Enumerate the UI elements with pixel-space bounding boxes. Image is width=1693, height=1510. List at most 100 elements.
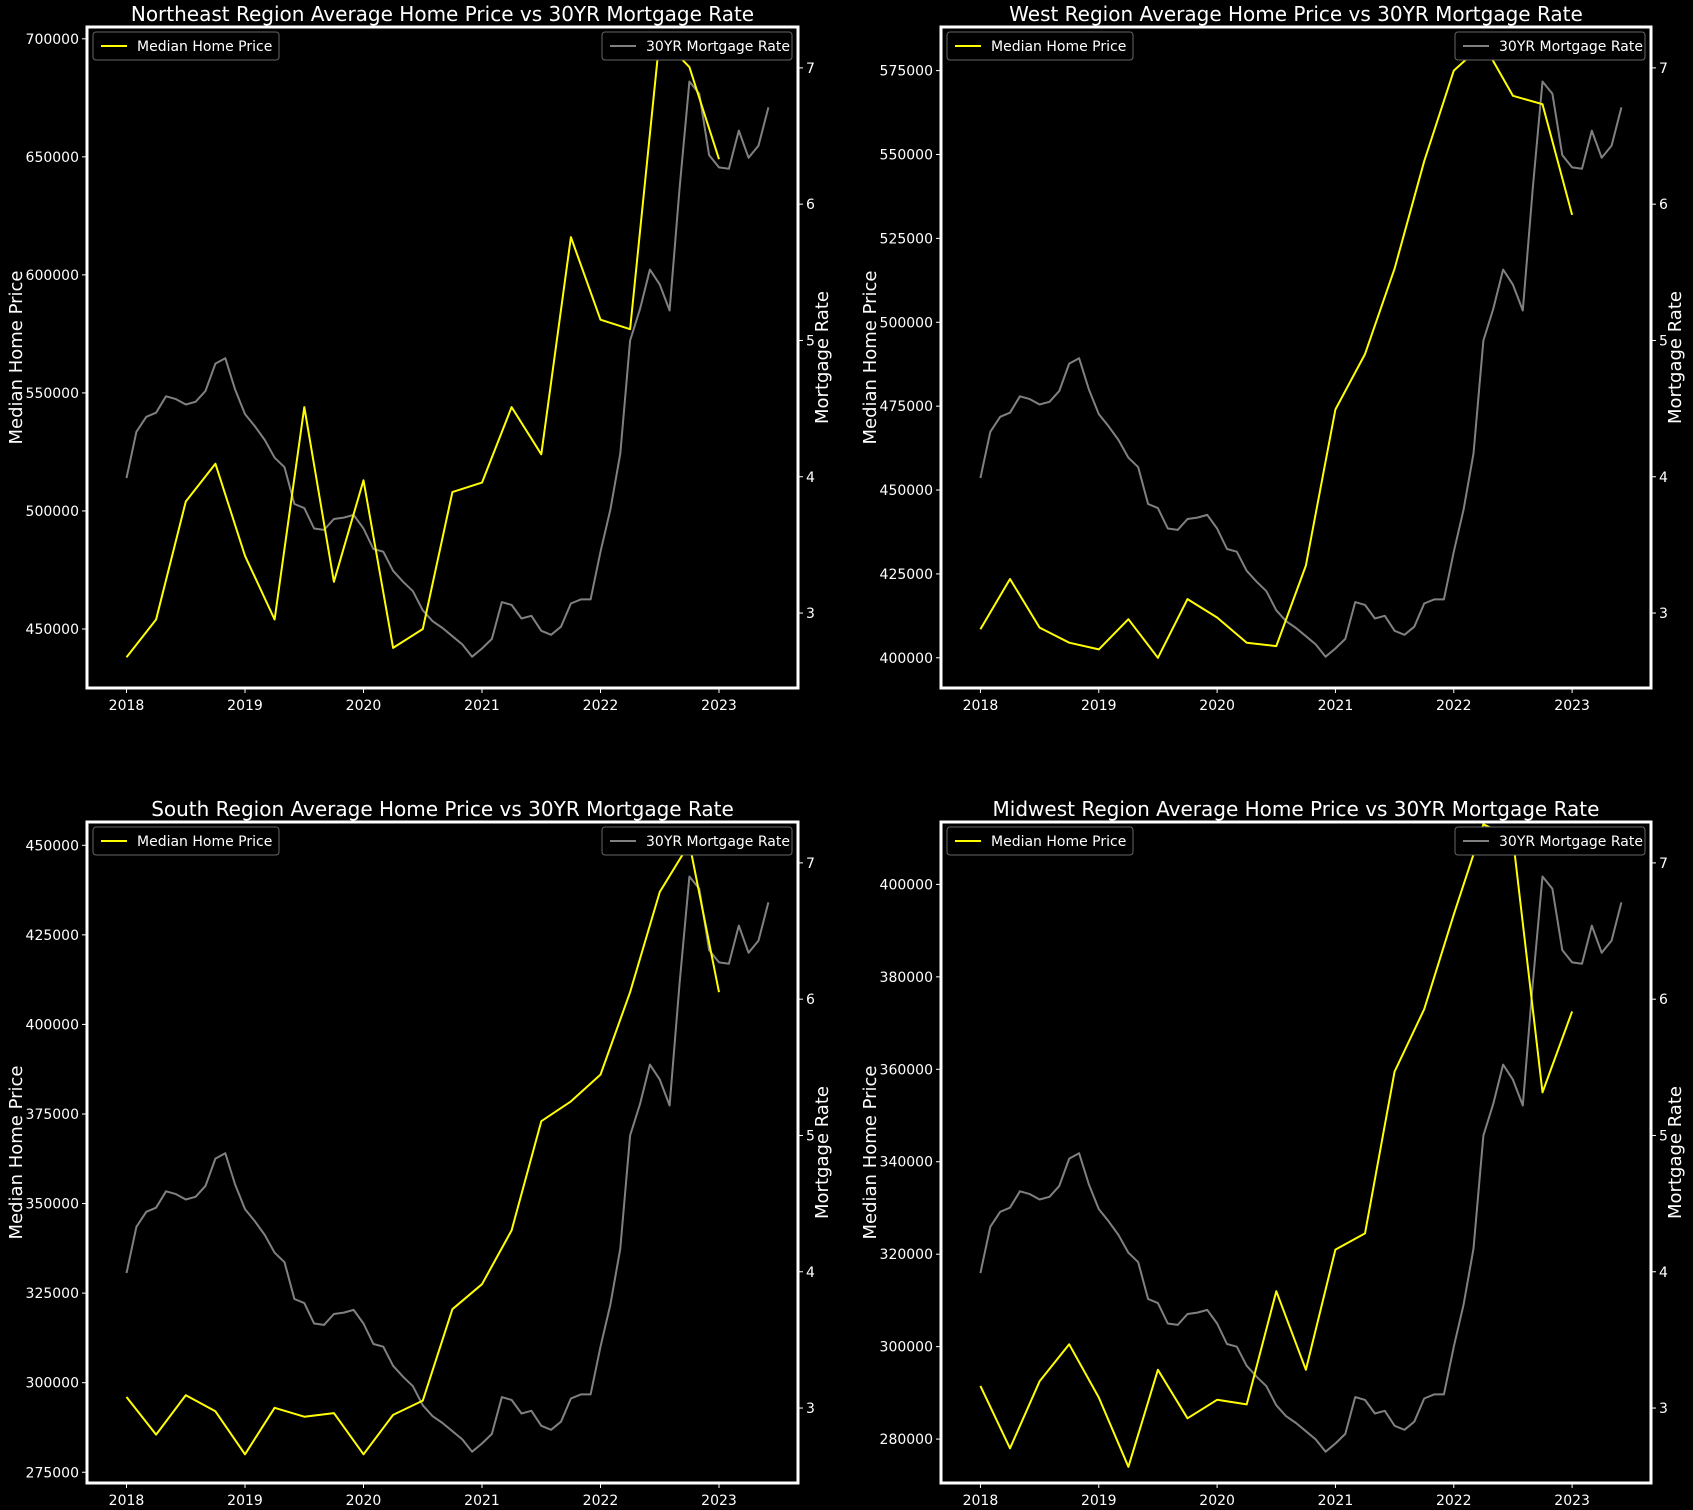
y-tick-label: 550000 <box>880 148 933 164</box>
y-axis-label: Median Home Price <box>6 1066 27 1240</box>
x-tick-label: 2019 <box>227 698 263 714</box>
plot-frame <box>85 25 800 690</box>
x-tick-label: 2022 <box>1436 698 1472 714</box>
y2-tick-label: 5 <box>1659 333 1668 349</box>
y-tick-label: 475000 <box>880 399 933 415</box>
x-tick-label: 2020 <box>1199 1493 1235 1509</box>
legend-box <box>946 31 1134 61</box>
chart-title: West Region Average Home Price vs 30YR M… <box>1009 2 1583 26</box>
y2-tick-label: 3 <box>806 1401 815 1417</box>
y-tick-label: 340000 <box>880 1155 933 1171</box>
chart-panel-2: West Region Average Home Price vs 30YR M… <box>860 2 1686 714</box>
y-axis-label: Median Home Price <box>6 271 27 445</box>
y-tick-label: 280000 <box>880 1432 933 1448</box>
y2-tick-label: 4 <box>806 470 815 486</box>
x-tick-label: 2021 <box>1318 1493 1354 1509</box>
x-tick-label: 2022 <box>583 1493 619 1509</box>
legend-median-price: Median Home Price <box>946 31 1134 61</box>
chart-title: Midwest Region Average Home Price vs 30Y… <box>993 797 1600 821</box>
y-tick-label: 380000 <box>880 970 933 986</box>
legend-mortgage-rate: 30YR Mortgage Rate <box>1454 31 1646 61</box>
legend-box <box>1454 31 1646 61</box>
mortgage-rate-line <box>979 875 1623 1453</box>
y-tick-label: 400000 <box>880 651 933 667</box>
y2-tick-label: 7 <box>1659 61 1668 77</box>
x-tick-label: 2020 <box>346 1493 382 1509</box>
y2-tick-label: 6 <box>1659 992 1668 1008</box>
median-price-line <box>125 842 720 1456</box>
y-tick-label: 500000 <box>26 504 79 520</box>
x-tick-label: 2023 <box>701 1493 737 1509</box>
plot-frame <box>939 820 1653 1485</box>
x-tick-label: 2019 <box>1081 698 1117 714</box>
legend-label: Median Home Price <box>991 39 1126 55</box>
legend-median-price: Median Home Price <box>946 826 1134 856</box>
y-tick-label: 325000 <box>26 1286 79 1302</box>
y-tick-label: 650000 <box>26 150 79 166</box>
x-tick-label: 2019 <box>227 1493 263 1509</box>
y-tick-label: 500000 <box>880 315 933 331</box>
y-tick-label: 450000 <box>26 622 79 638</box>
legend-label: 30YR Mortgage Rate <box>1499 39 1643 55</box>
mortgage-rate-line <box>125 875 770 1453</box>
y2-axis-label: Mortgage Rate <box>1665 1086 1686 1219</box>
y2-tick-label: 7 <box>806 61 815 77</box>
chart-title: South Region Average Home Price vs 30YR … <box>151 797 734 821</box>
x-tick-label: 2020 <box>346 698 382 714</box>
x-tick-label: 2018 <box>109 698 145 714</box>
y-tick-label: 550000 <box>26 386 79 402</box>
y2-axis-label: Mortgage Rate <box>1665 291 1686 424</box>
y-tick-label: 360000 <box>880 1062 933 1078</box>
y2-tick-label: 6 <box>806 197 815 213</box>
x-tick-label: 2018 <box>963 698 999 714</box>
legend-mortgage-rate: 30YR Mortgage Rate <box>601 826 793 856</box>
x-tick-label: 2019 <box>1081 1493 1117 1509</box>
x-tick-label: 2023 <box>1554 698 1590 714</box>
y-tick-label: 525000 <box>880 231 933 247</box>
x-tick-label: 2022 <box>583 698 619 714</box>
legend-label: Median Home Price <box>137 39 272 55</box>
y2-tick-label: 3 <box>806 606 815 622</box>
legend-median-price: Median Home Price <box>92 31 280 61</box>
x-tick-label: 2023 <box>1554 1493 1590 1509</box>
median-price-line <box>125 35 720 658</box>
legend-label: 30YR Mortgage Rate <box>646 39 790 55</box>
x-tick-label: 2021 <box>464 1493 500 1509</box>
legend-box <box>92 31 280 61</box>
y2-tick-label: 7 <box>806 856 815 872</box>
y2-axis-label: Mortgage Rate <box>812 1086 833 1219</box>
x-tick-label: 2023 <box>701 698 737 714</box>
y-tick-label: 575000 <box>880 64 933 80</box>
y-tick-label: 425000 <box>880 567 933 583</box>
y2-tick-label: 4 <box>806 1265 815 1281</box>
y-tick-label: 450000 <box>880 483 933 499</box>
legend-label: Median Home Price <box>991 834 1126 850</box>
y2-tick-label: 6 <box>806 992 815 1008</box>
y-tick-label: 300000 <box>26 1376 79 1392</box>
y-tick-label: 700000 <box>26 32 79 48</box>
y2-tick-label: 5 <box>1659 1128 1668 1144</box>
legend-label: 30YR Mortgage Rate <box>1499 834 1643 850</box>
legend-label: Median Home Price <box>137 834 272 850</box>
chart-panel-4: Midwest Region Average Home Price vs 30Y… <box>860 797 1686 1509</box>
y-axis-label: Median Home Price <box>860 271 881 445</box>
x-tick-label: 2021 <box>464 698 500 714</box>
mortgage-rate-line <box>125 80 770 658</box>
x-tick-label: 2021 <box>1318 698 1354 714</box>
plot-frame <box>939 25 1653 690</box>
legend-box <box>601 31 793 61</box>
y2-axis-label: Mortgage Rate <box>812 291 833 424</box>
legend-box <box>92 826 280 856</box>
y-tick-label: 400000 <box>26 1017 79 1033</box>
y-tick-label: 320000 <box>880 1247 933 1263</box>
legend-box <box>946 826 1134 856</box>
y2-tick-label: 4 <box>1659 470 1668 486</box>
chart-title: Northeast Region Average Home Price vs 3… <box>131 2 754 26</box>
y2-tick-label: 6 <box>1659 197 1668 213</box>
y-tick-label: 400000 <box>880 877 933 893</box>
y-tick-label: 350000 <box>26 1197 79 1213</box>
y-tick-label: 425000 <box>26 928 79 944</box>
legend-box <box>601 826 793 856</box>
x-tick-label: 2018 <box>963 1493 999 1509</box>
